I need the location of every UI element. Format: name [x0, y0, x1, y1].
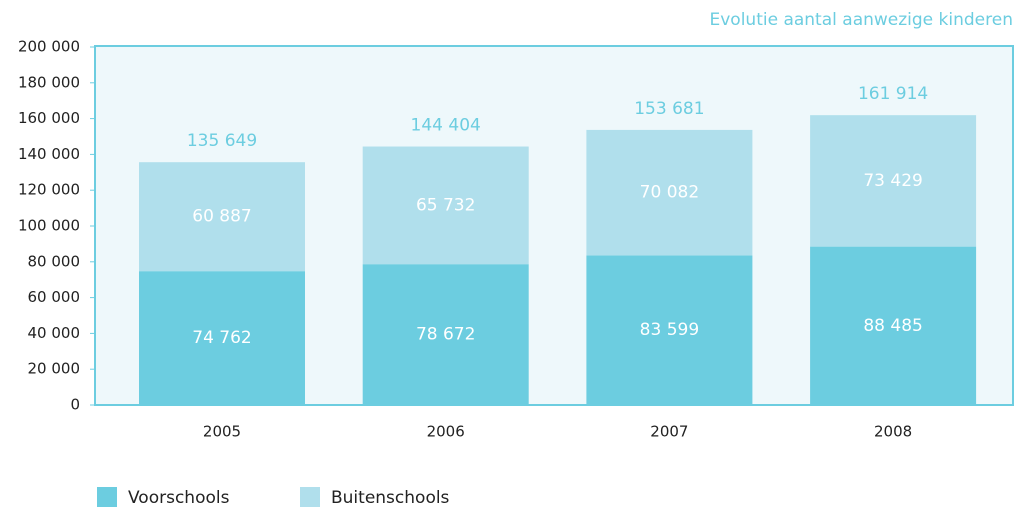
y-tick-label: 160 000 [18, 109, 80, 127]
bar-segment [362, 146, 529, 265]
x-tick-label: 2008 [874, 423, 912, 441]
y-tick-label: 60 000 [28, 288, 81, 306]
y-tick-label: 20 000 [28, 360, 81, 378]
bar-segment [810, 115, 977, 247]
y-tick-label: 140 000 [18, 145, 80, 163]
y-tick-label: 120 000 [18, 181, 80, 199]
bar-segment [139, 271, 305, 405]
y-tick-label: 200 000 [18, 38, 80, 56]
total-label: 153 681 [634, 99, 704, 119]
legend-swatch [300, 487, 320, 507]
x-tick-label: 2005 [203, 423, 241, 441]
x-tick-label: 2006 [427, 423, 465, 441]
value-label: 88 485 [863, 316, 922, 336]
value-label: 60 887 [192, 207, 251, 227]
total-label: 144 404 [411, 116, 481, 136]
value-label: 78 672 [416, 325, 475, 345]
x-tick-label: 2007 [650, 423, 688, 441]
legend-swatch [97, 487, 117, 507]
bar-segment [586, 129, 753, 256]
y-tick-label: 100 000 [18, 217, 80, 235]
legend-label: Voorschools [128, 488, 230, 508]
value-label: 65 732 [416, 195, 475, 215]
value-label: 74 762 [192, 328, 251, 348]
legend-label: Buitenschools [331, 488, 450, 508]
bar-segment [586, 255, 753, 405]
total-label: 161 914 [858, 84, 928, 104]
bar-segment [139, 162, 305, 272]
bar-segment [810, 246, 977, 405]
value-label: 70 082 [640, 183, 699, 203]
value-label: 83 599 [640, 320, 699, 340]
value-label: 73 429 [863, 171, 922, 191]
y-tick-label: 0 [70, 396, 80, 414]
y-tick-label: 40 000 [28, 324, 81, 342]
total-label: 135 649 [187, 131, 257, 151]
y-tick-label: 80 000 [28, 252, 81, 270]
chart-title: Evolutie aantal aanwezige kinderen [710, 10, 1014, 30]
y-tick-label: 180 000 [18, 73, 80, 91]
bar-segment [362, 264, 529, 405]
